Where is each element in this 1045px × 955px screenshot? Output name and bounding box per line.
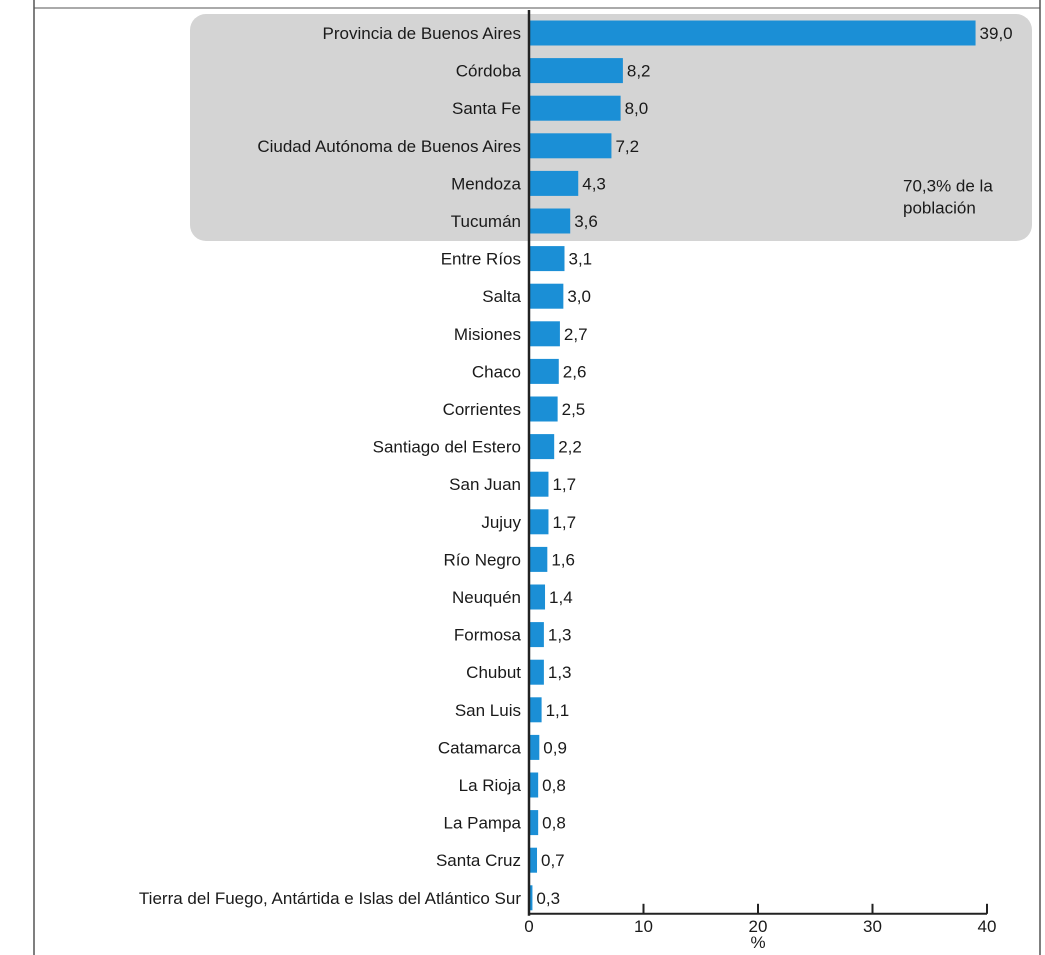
- value-label: 2,6: [563, 362, 587, 381]
- bar: [529, 509, 549, 535]
- bar: [529, 170, 579, 196]
- value-label: 1,3: [548, 663, 572, 682]
- value-label: 7,2: [615, 137, 639, 156]
- bar: [529, 471, 549, 497]
- value-label: 1,6: [551, 550, 575, 569]
- x-axis: 0 10 20 30 40: [524, 10, 996, 936]
- value-label: 3,1: [568, 250, 592, 269]
- value-label: 1,4: [549, 588, 573, 607]
- bar: [529, 396, 558, 422]
- x-tick-label: 10: [634, 917, 653, 936]
- value-label: 0,9: [543, 738, 567, 757]
- value-label: 1,7: [552, 513, 576, 532]
- value-label: 0,8: [542, 776, 566, 795]
- bar: [529, 321, 560, 347]
- x-tick-label: 0: [524, 917, 533, 936]
- highlight-note-line: 70,3% de la: [903, 176, 993, 195]
- category-label: Neuquén: [452, 588, 521, 607]
- category-label: Tierra del Fuego, Antártida e Islas del …: [139, 889, 521, 908]
- x-tick-label: 30: [863, 917, 882, 936]
- value-label: 2,2: [558, 438, 582, 457]
- bar: [529, 697, 542, 723]
- bar: [529, 95, 621, 121]
- bar: [529, 847, 538, 873]
- bar: [529, 584, 546, 610]
- value-label: 1,1: [546, 701, 570, 720]
- bar: [529, 734, 540, 760]
- value-label: 0,7: [541, 851, 565, 870]
- category-label: Ciudad Autónoma de Buenos Aires: [257, 137, 521, 156]
- category-label: San Luis: [455, 701, 521, 720]
- category-label: Jujuy: [481, 513, 521, 532]
- value-label: 3,0: [567, 287, 591, 306]
- category-label: San Juan: [449, 475, 521, 494]
- category-label: Santiago del Estero: [373, 438, 521, 457]
- category-label: La Pampa: [444, 814, 522, 833]
- category-label: Mendoza: [451, 174, 521, 193]
- category-label: Misiones: [454, 325, 521, 344]
- bar: [529, 58, 623, 84]
- value-label: 0,8: [542, 814, 566, 833]
- category-label: Catamarca: [438, 738, 522, 757]
- x-axis-title: %: [750, 933, 765, 952]
- bar: [529, 434, 555, 460]
- category-label: Córdoba: [456, 62, 522, 81]
- bar: [529, 283, 564, 309]
- bar: [529, 885, 533, 911]
- bar: [529, 133, 612, 159]
- category-label: Tucumán: [451, 212, 521, 231]
- highlight-box: [190, 14, 1032, 241]
- category-label: Corrientes: [443, 400, 521, 419]
- category-label: Entre Ríos: [441, 250, 521, 269]
- bar: [529, 358, 559, 384]
- value-label: 3,6: [574, 212, 598, 231]
- value-label: 1,7: [552, 475, 576, 494]
- bar: [529, 208, 571, 234]
- value-label: 2,5: [562, 400, 586, 419]
- highlight-note: 70,3% de la población: [903, 176, 993, 217]
- value-label: 39,0: [980, 24, 1013, 43]
- bar: [529, 246, 565, 272]
- bar: [529, 772, 539, 798]
- value-label: 8,0: [625, 99, 649, 118]
- bar: [529, 622, 544, 648]
- category-label: Santa Cruz: [436, 851, 521, 870]
- category-label: Formosa: [454, 626, 522, 645]
- value-label: 8,2: [627, 62, 651, 81]
- category-label: Salta: [482, 287, 521, 306]
- highlight-note-line: población: [903, 198, 976, 217]
- value-label: 4,3: [582, 174, 606, 193]
- category-label: Chubut: [466, 663, 521, 682]
- x-tick-label: 40: [978, 917, 997, 936]
- bar: [529, 810, 539, 836]
- x-tick-label: 20: [749, 917, 768, 936]
- bar: [529, 659, 544, 685]
- value-label: 0,3: [536, 889, 560, 908]
- bars-layer: [529, 20, 976, 911]
- bar: [529, 546, 548, 572]
- value-label: 2,7: [564, 325, 588, 344]
- bar: [529, 20, 976, 46]
- category-label: Santa Fe: [452, 99, 521, 118]
- category-label: Río Negro: [444, 550, 521, 569]
- category-label: Chaco: [472, 362, 521, 381]
- category-label: Provincia de Buenos Aires: [323, 24, 521, 43]
- labels-layer: Provincia de Buenos Aires 39,0 Córdoba 8,2 S…: [139, 24, 1013, 908]
- category-label: La Rioja: [459, 776, 522, 795]
- value-label: 1,3: [548, 626, 572, 645]
